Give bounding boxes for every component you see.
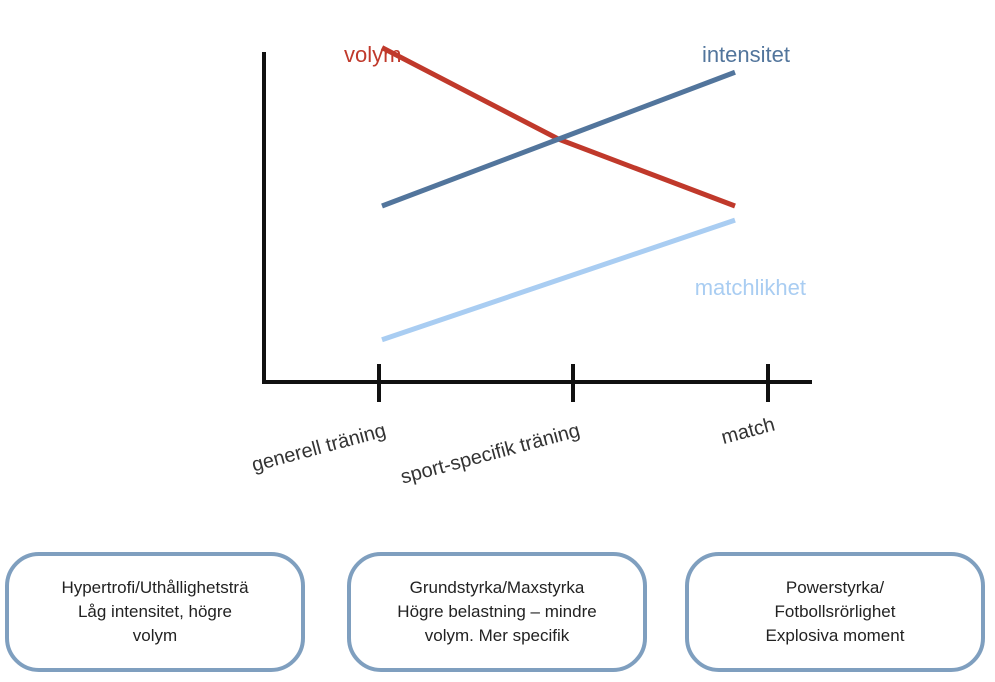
phase-box-generell: Hypertrofi/Uthållighetsträ Låg intensite… [5,552,305,672]
x-tick-label: match [719,414,777,449]
phase-box-line: Hypertrofi/Uthållighetsträ [61,578,249,597]
phase-box-text: Grundstyrka/Maxstyrka Högre belastning –… [397,576,596,648]
x-tick-label: sport-specifik träning [398,420,582,489]
series-line-intensitet [381,69,736,209]
phase-box-line: Explosiva moment [765,626,905,645]
phase-box-line: volym. Mer specifik [424,626,570,645]
series-label-volym: volym [344,42,401,67]
series-line-volym [380,45,736,209]
series-label-intensitet: intensitet [702,42,790,67]
phase-box-line: volym [132,626,178,645]
phase-box-line: Powerstyrka/ [785,578,885,597]
phase-box-sport-specifik: Grundstyrka/Maxstyrka Högre belastning –… [347,552,647,672]
x-tick-label: generell träning [249,420,388,477]
phase-box-text: Hypertrofi/Uthållighetsträ Låg intensite… [61,576,248,648]
series-labels: volym intensitet matchlikhet [344,42,806,300]
chart-axes [262,52,812,402]
phase-box-match: Powerstyrka/ Fotbollsrörlighet Explosiva… [685,552,985,672]
phase-box-line: Låg intensitet, högre [77,602,233,621]
phase-box-line: Fotbollsrörlighet [774,602,896,621]
phase-box-text: Powerstyrka/ Fotbollsrörlighet Explosiva… [766,576,905,648]
x-tick-labels: generell träning sport-specifik träning ma… [249,414,777,489]
chart: volym intensitet matchlikhet generell trän… [249,42,812,489]
series-line-matchlikhet [381,217,736,343]
phase-box-line: Grundstyrka/Maxstyrka [409,578,585,597]
phase-box-line: Högre belastning – mindre [397,602,597,621]
series-label-matchlikhet: matchlikhet [695,275,806,300]
series-lines [380,45,736,343]
